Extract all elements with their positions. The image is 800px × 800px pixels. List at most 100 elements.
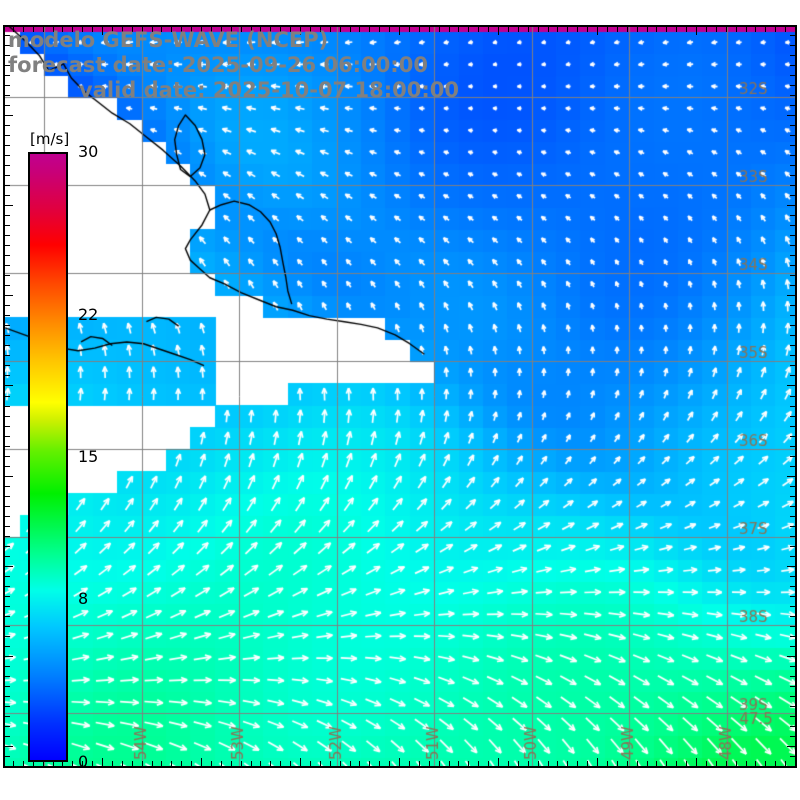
- tick-left: [4, 35, 10, 36]
- tick-right: [790, 175, 796, 176]
- tick-top: [557, 26, 558, 32]
- colorbar-gradient: [28, 152, 68, 762]
- tick-top: [726, 26, 727, 32]
- tick-bottom: [548, 761, 549, 767]
- tick-left: [4, 536, 10, 537]
- tick-right: [790, 726, 796, 727]
- tick-right: [790, 736, 796, 737]
- colorbar-unit-label: [m/s]: [30, 130, 70, 148]
- tick-right: [787, 115, 796, 116]
- tick-left: [4, 165, 10, 166]
- tick-top: [33, 26, 34, 32]
- tick-left: [4, 375, 10, 376]
- tick-bottom: [637, 761, 638, 767]
- tick-bottom: [102, 758, 103, 767]
- tick-right: [790, 355, 796, 356]
- tick-left: [4, 195, 10, 196]
- tick-top: [132, 26, 133, 32]
- tick-right: [790, 235, 796, 236]
- tick-right: [790, 586, 796, 587]
- tick-right: [790, 285, 796, 286]
- tick-right: [790, 396, 796, 397]
- tick-right: [790, 526, 796, 527]
- tick-right: [790, 145, 796, 146]
- tick-right: [790, 155, 796, 156]
- tick-left: [4, 385, 13, 386]
- tick-top: [369, 26, 370, 32]
- tick-top: [746, 26, 747, 32]
- tick-right: [790, 426, 796, 427]
- tick-bottom: [201, 758, 202, 767]
- tick-left: [4, 175, 10, 176]
- tick-right: [787, 656, 796, 657]
- tick-right: [790, 436, 796, 437]
- tick-right: [787, 25, 796, 26]
- tick-right: [790, 75, 796, 76]
- tick-left: [4, 436, 10, 437]
- tick-left: [4, 185, 10, 186]
- tick-left: [4, 526, 10, 527]
- tick-top: [82, 26, 83, 32]
- tick-top: [597, 26, 598, 35]
- tick-top: [716, 26, 717, 32]
- tick-right: [790, 556, 796, 557]
- tick-top: [280, 26, 281, 32]
- tick-bottom: [181, 761, 182, 767]
- tick-top: [458, 26, 459, 32]
- tick-bottom: [498, 758, 499, 767]
- tick-left: [4, 55, 10, 56]
- tick-right: [790, 215, 796, 216]
- tick-bottom: [597, 758, 598, 767]
- tick-right: [790, 345, 796, 346]
- tick-right: [790, 365, 796, 366]
- tick-right: [790, 766, 796, 767]
- tick-top: [449, 26, 450, 32]
- tick-bottom: [706, 761, 707, 767]
- tick-top: [23, 26, 24, 32]
- tick-right: [790, 636, 796, 637]
- tick-bottom: [300, 758, 301, 767]
- tick-bottom: [221, 761, 222, 767]
- tick-bottom: [82, 761, 83, 767]
- tick-top: [260, 26, 261, 32]
- tick-right: [790, 265, 796, 266]
- tick-top: [389, 26, 390, 32]
- tick-top: [528, 26, 529, 32]
- tick-left: [4, 666, 10, 667]
- tick-top: [211, 26, 212, 32]
- tick-left: [4, 265, 10, 266]
- tick-top: [676, 26, 677, 32]
- tick-top: [161, 26, 162, 32]
- tick-left: [4, 676, 10, 677]
- tick-bottom: [736, 761, 737, 767]
- tick-left: [4, 355, 10, 356]
- tick-bottom: [122, 761, 123, 767]
- tick-left: [4, 65, 10, 66]
- tick-top: [429, 26, 430, 32]
- tick-top: [765, 26, 766, 32]
- tick-left: [4, 135, 10, 136]
- tick-top: [409, 26, 410, 32]
- tick-top: [201, 26, 202, 35]
- tick-right: [790, 756, 796, 757]
- tick-right: [787, 566, 796, 567]
- tick-left: [4, 696, 10, 697]
- tick-left: [4, 596, 10, 597]
- tick-bottom: [320, 761, 321, 767]
- tick-bottom: [369, 761, 370, 767]
- tick-bottom: [350, 761, 351, 767]
- tick-top: [72, 26, 73, 32]
- tick-right: [790, 105, 796, 106]
- tick-bottom: [399, 758, 400, 767]
- tick-top: [13, 26, 14, 32]
- colorbar-tick-0: 0: [78, 752, 89, 771]
- tick-bottom: [231, 761, 232, 767]
- tick-right: [787, 746, 796, 747]
- tick-bottom: [429, 761, 430, 767]
- tick-left: [4, 205, 13, 206]
- tick-right: [790, 666, 796, 667]
- tick-left: [4, 616, 10, 617]
- tick-left: [4, 285, 10, 286]
- tick-left: [4, 235, 10, 236]
- tick-bottom: [449, 761, 450, 767]
